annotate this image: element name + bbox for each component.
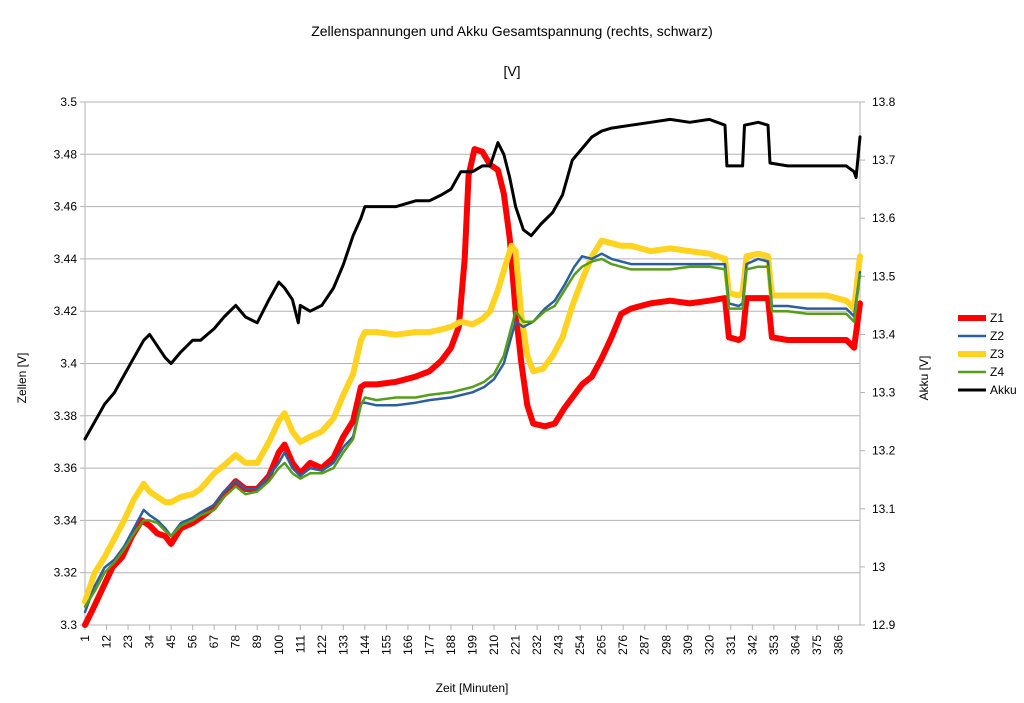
series-line-z1 xyxy=(82,146,863,628)
x-tick-label: 265 xyxy=(595,635,609,655)
chart-title: Zellenspannungen und Akku Gesamtspannung… xyxy=(311,23,713,39)
x-tick-label: 1 xyxy=(78,635,92,642)
y-left-tick-label: 3.38 xyxy=(54,409,78,423)
x-tick-label: 386 xyxy=(831,635,845,655)
x-tick-label: 309 xyxy=(681,635,695,655)
x-tick-label: 67 xyxy=(207,635,221,649)
y-left-tick-label: 3.5 xyxy=(60,95,77,109)
series-layer xyxy=(82,117,863,628)
y-axis-left-label: Zellen [V] xyxy=(15,353,29,404)
legend-label-z3: Z3 xyxy=(990,347,1004,361)
y-right-tick-label: 13 xyxy=(872,560,886,574)
y-right-tick-label: 13.7 xyxy=(872,153,896,167)
x-tick-label: 111 xyxy=(293,635,307,654)
series-line-z2 xyxy=(83,252,862,614)
x-tick-label: 144 xyxy=(358,635,372,655)
x-tick-label: 188 xyxy=(444,635,458,655)
x-tick-label: 298 xyxy=(659,635,673,655)
grid-layer xyxy=(85,101,860,626)
x-tick-label: 199 xyxy=(466,635,480,655)
y-right-tick-label: 13.2 xyxy=(872,444,896,458)
chart-subtitle: [V] xyxy=(503,63,520,79)
x-tick-label: 375 xyxy=(810,635,824,655)
y-left-tick-label: 3.4 xyxy=(60,357,77,371)
y-right-tick-label: 13.1 xyxy=(872,502,896,516)
legend-label-z2: Z2 xyxy=(990,329,1004,343)
y-left-tick-label: 3.3 xyxy=(60,618,77,632)
y-left-tick-label: 3.46 xyxy=(54,200,78,214)
x-tick-label: 133 xyxy=(336,635,350,655)
x-tick-label: 122 xyxy=(315,635,329,655)
x-tick-label: 177 xyxy=(422,635,436,655)
x-tick-label: 155 xyxy=(379,635,393,655)
y-left-tick-label: 3.34 xyxy=(54,513,78,527)
x-tick-label: 100 xyxy=(272,635,286,655)
x-tick-label: 221 xyxy=(509,635,523,655)
x-tick-label: 331 xyxy=(724,635,738,655)
x-tick-label: 364 xyxy=(788,635,802,655)
x-tick-label: 232 xyxy=(530,635,544,655)
y-axis-right-label: Akku [V] xyxy=(917,356,931,401)
series-line-z4 xyxy=(83,257,862,608)
x-tick-label: 287 xyxy=(638,635,652,655)
x-tick-label: 23 xyxy=(121,635,135,649)
x-tick-label: 320 xyxy=(702,635,716,655)
legend-label-z1: Z1 xyxy=(990,311,1004,325)
y-left-tick-label: 3.36 xyxy=(54,461,78,475)
x-axis-label: Zeit [Minuten] xyxy=(436,681,509,695)
y-left-tick-label: 3.32 xyxy=(54,566,78,580)
y-left-tick-label: 3.48 xyxy=(54,147,78,161)
x-tick-label: 166 xyxy=(401,635,415,655)
x-tick-label: 45 xyxy=(164,635,178,649)
series-line-akku xyxy=(83,117,862,441)
axes-layer xyxy=(80,101,865,630)
x-tick-label: 34 xyxy=(143,635,157,649)
x-tick-label: 78 xyxy=(229,635,243,649)
x-tick-label: 276 xyxy=(616,635,630,655)
y-left-tick-label: 3.44 xyxy=(54,252,78,266)
y-right-tick-label: 12.9 xyxy=(872,618,896,632)
x-tick-label: 210 xyxy=(487,635,501,655)
tick-labels: 3.3 3.32 3.34 3.36 3.38 3.4 3.42 3.44 3.46 3.48 3.… xyxy=(54,95,896,655)
legend-label-akku: Akku xyxy=(990,383,1017,397)
y-left-tick-label: 3.42 xyxy=(54,304,78,318)
y-right-tick-label: 13.4 xyxy=(872,327,896,341)
y-right-tick-label: 13.6 xyxy=(872,211,896,225)
x-tick-label: 353 xyxy=(767,635,781,655)
y-right-tick-label: 13.3 xyxy=(872,386,896,400)
legend-label-z4: Z4 xyxy=(990,365,1004,379)
x-tick-label: 254 xyxy=(573,635,587,655)
x-tick-label: 56 xyxy=(186,635,200,649)
y-right-tick-label: 13.5 xyxy=(872,269,896,283)
x-tick-label: 12 xyxy=(100,635,114,649)
x-tick-label: 89 xyxy=(250,635,264,649)
y-right-tick-label: 13.8 xyxy=(872,95,896,109)
x-tick-label: 342 xyxy=(745,635,759,655)
legend: Z1 Z2 Z3 Z4 Akku xyxy=(958,311,1017,397)
x-tick-label: 243 xyxy=(552,635,566,655)
